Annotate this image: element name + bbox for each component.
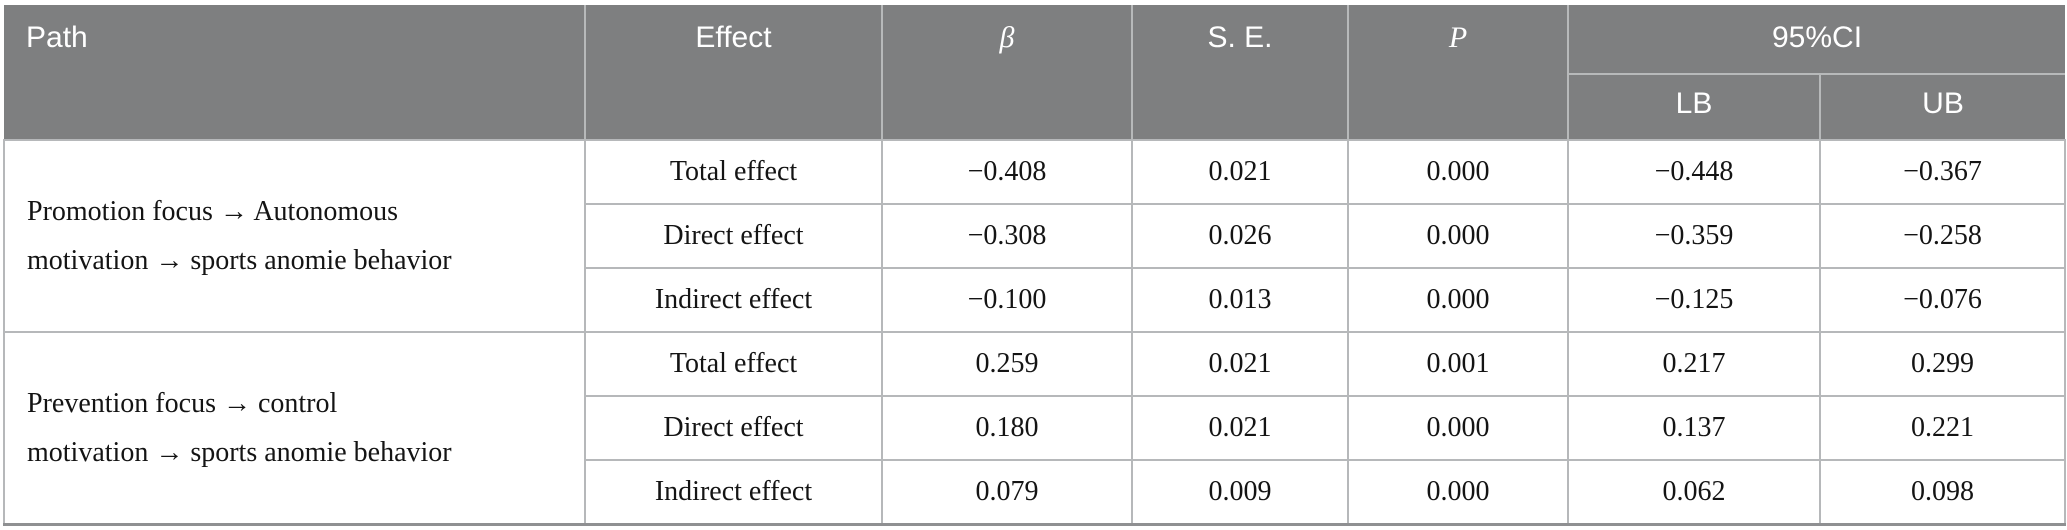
table-row: Prevention focus → control motivation → … <box>3 331 2067 526</box>
cell-se: 0.021 <box>1131 331 1349 397</box>
cell-ub: −0.258 <box>1818 203 2067 269</box>
table-row: Direct effect −0.308 0.026 0.000 −0.359 … <box>4 203 2067 269</box>
cell-effect: Indirect effect <box>584 459 883 526</box>
cell-se: 0.026 <box>1131 203 1349 269</box>
cell-se: 0.009 <box>1131 459 1349 526</box>
path-cell-prevention: Prevention focus → control motivation → … <box>3 331 586 526</box>
table-row: Promotion focus → Autonomous motivation … <box>3 139 2067 333</box>
cell-lb: 0.137 <box>1567 395 1821 461</box>
cell-effect: Total effect <box>584 139 883 205</box>
path-line: motivation → sports anomie behavior <box>27 245 452 276</box>
column-header-path: Path <box>4 5 585 140</box>
cell-beta: 0.180 <box>881 395 1133 461</box>
cell-effect: Total effect <box>584 331 883 397</box>
path-line: motivation → sports anomie behavior <box>27 437 452 468</box>
cell-ub: 0.098 <box>1818 459 2067 526</box>
cell-p: 0.000 <box>1347 203 1569 269</box>
cell-ub: 0.221 <box>1818 395 2067 461</box>
column-header-se: S. E. <box>1131 5 1348 140</box>
cell-p: 0.000 <box>1347 395 1569 461</box>
cell-ub: −0.367 <box>1818 139 2067 205</box>
column-header-ub: UB <box>1818 74 2066 140</box>
column-header-lb: LB <box>1567 74 1820 140</box>
table-row: Indirect effect −0.100 0.013 0.000 −0.12… <box>4 267 2067 333</box>
cell-effect: Direct effect <box>584 203 883 269</box>
path-line: Promotion focus → Autonomous <box>27 196 399 227</box>
cell-lb: 0.062 <box>1567 459 1821 526</box>
cell-effect: Direct effect <box>584 395 883 461</box>
cell-beta: −0.308 <box>881 203 1133 269</box>
cell-lb: −0.125 <box>1567 267 1821 333</box>
cell-se: 0.021 <box>1131 139 1349 205</box>
cell-lb: −0.359 <box>1567 203 1821 269</box>
cell-ub: 0.299 <box>1818 331 2067 397</box>
column-header-ci: 95%CI <box>1566 5 2066 75</box>
cell-beta: −0.408 <box>881 139 1133 205</box>
cell-p: 0.000 <box>1347 267 1569 333</box>
table-body: Promotion focus → Autonomous motivation … <box>3 139 2067 526</box>
cell-beta: −0.100 <box>881 267 1133 333</box>
cell-lb: −0.448 <box>1567 139 1821 205</box>
cell-beta: 0.259 <box>881 331 1133 397</box>
table-row: Indirect effect 0.079 0.009 0.000 0.062 … <box>4 459 2067 526</box>
cell-p: 0.000 <box>1347 139 1569 205</box>
path-cell-promotion: Promotion focus → Autonomous motivation … <box>3 139 586 333</box>
table-header: Path Effect β S. E. P 95%CI LB UB <box>4 5 2066 140</box>
path-line: Prevention focus → control <box>27 388 338 419</box>
cell-se: 0.013 <box>1131 267 1349 333</box>
cell-p: 0.000 <box>1347 459 1569 526</box>
column-header-effect: Effect <box>584 5 882 140</box>
cell-lb: 0.217 <box>1567 331 1821 397</box>
cell-beta: 0.079 <box>881 459 1133 526</box>
table-row: Direct effect 0.180 0.021 0.000 0.137 0.… <box>4 395 2067 461</box>
cell-se: 0.021 <box>1131 395 1349 461</box>
effects-table: Path Effect β S. E. P 95%CI LB UB Promot… <box>3 5 2067 526</box>
cell-effect: Indirect effect <box>584 267 883 333</box>
column-header-beta: β <box>881 5 1132 140</box>
column-header-p: P <box>1347 5 1568 140</box>
cell-ub: −0.076 <box>1818 267 2067 333</box>
cell-p: 0.001 <box>1347 331 1569 397</box>
